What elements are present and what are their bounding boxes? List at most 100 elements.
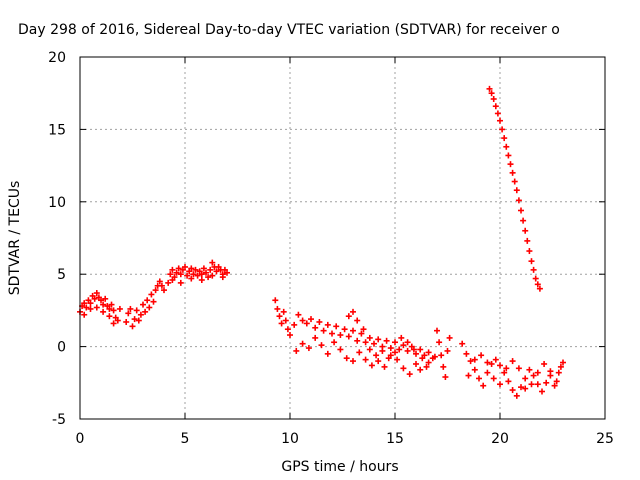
data-point [490,375,497,382]
data-point [404,339,411,346]
data-point [478,352,485,359]
data-point [129,323,136,330]
data-point [333,323,340,330]
data-point [486,85,493,92]
data-point [177,271,184,278]
data-point [93,304,100,311]
data-point [299,340,306,347]
data-point [165,279,172,286]
data-point [366,334,373,341]
data-point [513,187,520,194]
data-point [213,268,220,275]
data-point [488,90,495,97]
data-point [373,352,380,359]
data-point [499,126,506,133]
data-point [110,307,117,314]
data-point [91,295,98,302]
data-point [434,327,440,334]
x-tick-label: 15 [386,431,404,447]
data-point [539,388,545,395]
data-point [557,363,564,370]
data-point [305,345,312,352]
data-point [518,207,524,214]
data-point [534,369,541,376]
x-axis-label: GPS time / hours [281,459,398,475]
data-point [471,366,478,373]
y-tick-label: 5 [57,267,66,283]
data-point [400,365,407,372]
data-point [392,339,398,346]
data-point [476,375,482,382]
data-point [81,311,88,318]
data-point [169,266,176,273]
data-point [530,372,537,379]
data-point [425,359,432,366]
data-point [488,360,495,367]
data-point [398,334,405,341]
data-point [490,95,497,102]
data-point [203,269,209,276]
data-point [392,349,398,356]
data-point [312,334,319,341]
data-point [284,326,291,333]
data-point [375,358,382,365]
data-point [272,297,279,304]
data-point [106,305,113,312]
data-point [417,366,424,373]
data-point [116,305,123,312]
data-point [184,272,191,279]
data-point [413,350,419,357]
data-point [167,271,174,278]
data-point [87,305,94,312]
data-point [551,382,558,389]
data-point [343,355,350,362]
data-point [492,356,499,363]
data-point [131,316,138,323]
data-point [417,346,424,353]
data-point [318,342,325,349]
data-point [209,272,216,279]
data-point [465,372,472,379]
data-point [497,362,503,369]
data-point [161,287,167,294]
data-point [444,347,451,354]
data-point [133,307,140,314]
data-point [190,271,197,278]
y-tick-label: 15 [48,122,66,138]
data-point [345,313,352,320]
data-point [93,290,100,297]
data-point [142,308,149,315]
data-point [312,324,319,331]
x-tick-label: 20 [491,431,509,447]
data-point [278,320,285,327]
data-point [459,340,466,347]
data-point [276,313,283,320]
data-point [100,301,107,308]
data-point [188,265,195,272]
data-point [509,358,516,365]
data-point [419,355,426,362]
data-point [362,339,369,346]
data-point [518,384,524,391]
data-point [534,381,541,388]
plot-frame [79,56,606,420]
data-point [381,363,388,370]
data-point [484,359,491,366]
data-point [156,278,163,285]
data-point [337,346,344,353]
data-point [350,308,356,315]
data-point [515,365,522,372]
data-point [530,266,537,273]
data-point [299,317,306,324]
data-point [522,375,529,382]
y-tick-label: 20 [48,50,66,66]
grid [80,57,605,419]
x-tick-label: 10 [281,431,299,447]
data-point [198,276,205,283]
data-point [396,346,403,353]
data-point [360,326,367,333]
data-point [520,217,527,224]
data-point [509,169,516,176]
data-point [404,347,411,354]
